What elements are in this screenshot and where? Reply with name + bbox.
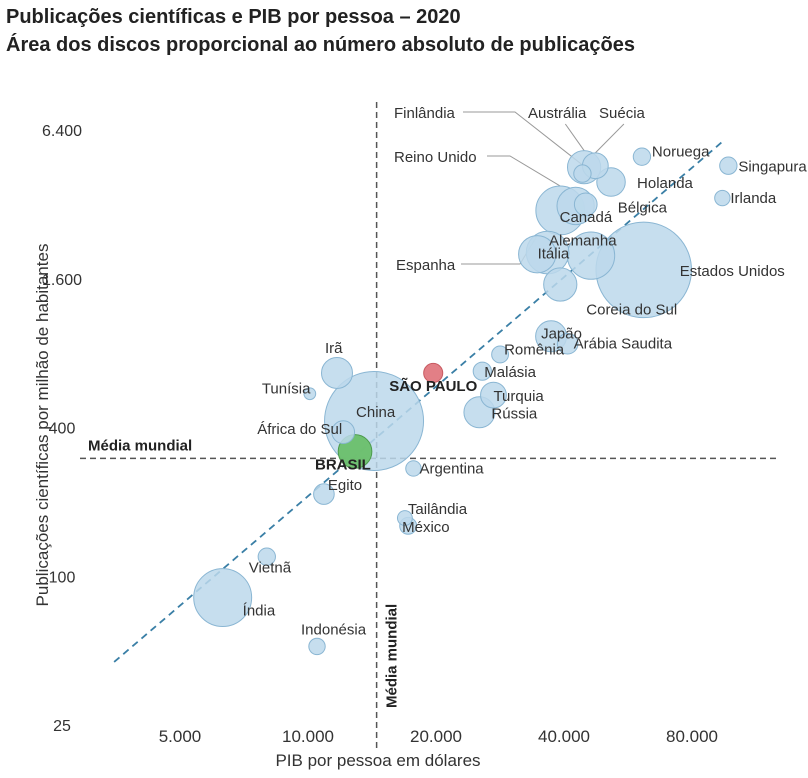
leader-line-finlandia [463,111,583,166]
world-average-vertical-label: Média mundial [384,604,401,708]
x-tick-label: 40.000 [538,727,590,746]
bubble-tailandia [396,510,413,526]
label-singapura: Singapura [738,159,807,176]
label-finlandia: Finlândia [394,105,456,122]
label-sao-paulo: SÃO PAULO [389,377,477,395]
label-reino-unido: Reino Unido [394,149,477,166]
bubble-malasia [472,361,492,381]
y-axis-label: Publicações científicas por milhão de ha… [33,244,52,607]
label-estados-unidos: Estados Unidos [680,263,785,280]
y-tick-label: 400 [49,421,76,438]
leader-line-reino-unido [487,155,561,187]
label-suecia: Suécia [599,105,646,122]
bubble-arabia-saudita [556,332,579,355]
leader-line-suecia [594,123,625,154]
label-coreia-do-sul: Coreia do Sul [586,301,677,318]
bubble-turquia [480,381,507,409]
axes-layer: 5.000 10.000 20.000 40.000 80.000 25 100 400 1.6… [33,123,718,770]
label-italia: Itália [538,246,570,263]
chart-title: Publicações científicas e PIB por pessoa… [6,6,461,28]
point-labels-layer: China Estados Unidos Índia Reino Unido Alema… [243,105,808,638]
label-india: Índia [243,603,276,620]
bubble-tunisia [303,387,317,401]
bubble-romenia [491,345,510,364]
label-argentina: Argentina [419,460,484,477]
label-malasia: Malásia [484,364,536,381]
x-axis-label: PIB por pessoa em dólares [275,751,480,770]
bubble-espanha [518,235,557,274]
label-africa-do-sul: África do Sul [257,421,342,438]
label-espanha: Espanha [396,257,456,274]
label-mexico: México [402,519,450,536]
label-egito: Egito [328,477,362,494]
y-tick-label: 1.600 [42,272,82,289]
label-irlanda: Irlanda [730,190,777,207]
label-indonesia: Indonésia [301,621,367,638]
bubble-noruega [632,147,652,166]
label-romenia: Romênia [504,341,565,358]
y-tick-label: 100 [49,569,76,586]
bubble-sao-paulo [423,362,444,383]
bubble-belgica [573,192,598,217]
chart-subtitle: Área dos discos proporcional ao número a… [6,34,636,56]
label-holanda: Holanda [637,175,694,192]
label-brasil: BRASIL [315,456,371,473]
bubble-indonesia [308,637,326,656]
label-china: China [356,404,396,421]
bubbles-layer [193,147,738,656]
bubble-finlandia [573,164,592,183]
leader-line-australia [564,123,585,151]
bubble-argentina [405,460,422,477]
bubble-vietna [257,547,276,566]
label-canada: Canadá [560,209,613,226]
label-turquia: Turquia [493,388,544,405]
bubble-ira [321,356,353,389]
x-tick-label: 80.000 [666,727,718,746]
bubble-africa-do-sul [331,420,356,445]
bubble-irlanda [714,189,731,207]
x-tick-label: 10.000 [282,727,334,746]
label-tailandia: Tailândia [408,501,468,518]
label-belgica: Bélgica [618,199,668,216]
label-australia: Austrália [528,105,587,122]
label-japao: Japão [541,325,582,342]
label-noruega: Noruega [652,144,710,161]
label-vietna: Vietnã [249,560,292,577]
bubble-coreia-do-sul [543,267,578,302]
bubble-egito [313,483,335,505]
label-tunisia: Tunísia [262,381,311,398]
x-tick-label: 20.000 [410,727,462,746]
bubble-india [193,568,253,628]
world-average-horizontal-label: Média mundial [88,437,192,454]
x-tick-label: 5.000 [159,727,202,746]
y-tick-label: 6.400 [42,123,82,140]
label-russia: Rússia [491,405,538,422]
reference-lines-layer: Média mundial Média mundial [80,102,778,748]
label-alemanha: Alemanha [549,233,617,250]
bubble-singapura [719,156,738,175]
y-tick-label: 25 [53,718,71,735]
label-ira: Irã [325,340,343,357]
label-arabia-saudita: Arábia Saudita [574,336,673,353]
